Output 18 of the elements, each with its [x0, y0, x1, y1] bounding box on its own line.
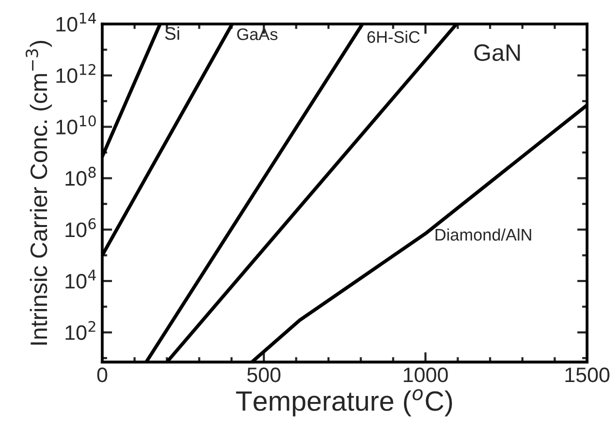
y-tick-label: 10$^{2}$ — [66, 320, 96, 340]
series-label: Si — [165, 26, 180, 40]
y-tick-label: 10$^{10}$ — [56, 115, 96, 134]
x-tick-label: 500 — [247, 367, 280, 382]
y-tick-label: 10$^{14}$ — [56, 12, 96, 32]
y-tick-label: 10$^{12}$ — [56, 64, 96, 84]
y-tick-label: 10$^{8}$ — [66, 166, 96, 186]
series-label: Diamond/AlN — [436, 228, 532, 241]
series-label: GaN — [474, 44, 520, 62]
x-tick-label: 0 — [97, 367, 108, 382]
x-tick-label: 1000 — [404, 367, 448, 382]
y-axis-title: Intrinsic Carrier Conc. (cm$^{−3}$) — [26, 40, 52, 345]
series-label: 6H-SiC — [367, 30, 420, 43]
x-tick-label: 1500 — [565, 367, 610, 382]
series-label: GaAs — [237, 28, 278, 40]
y-tick-label: 10$^{6}$ — [66, 218, 96, 238]
y-tick-label: 10$^{4}$ — [66, 270, 96, 289]
x-axis-title: Temperature ($^{o}$C) — [236, 389, 452, 416]
